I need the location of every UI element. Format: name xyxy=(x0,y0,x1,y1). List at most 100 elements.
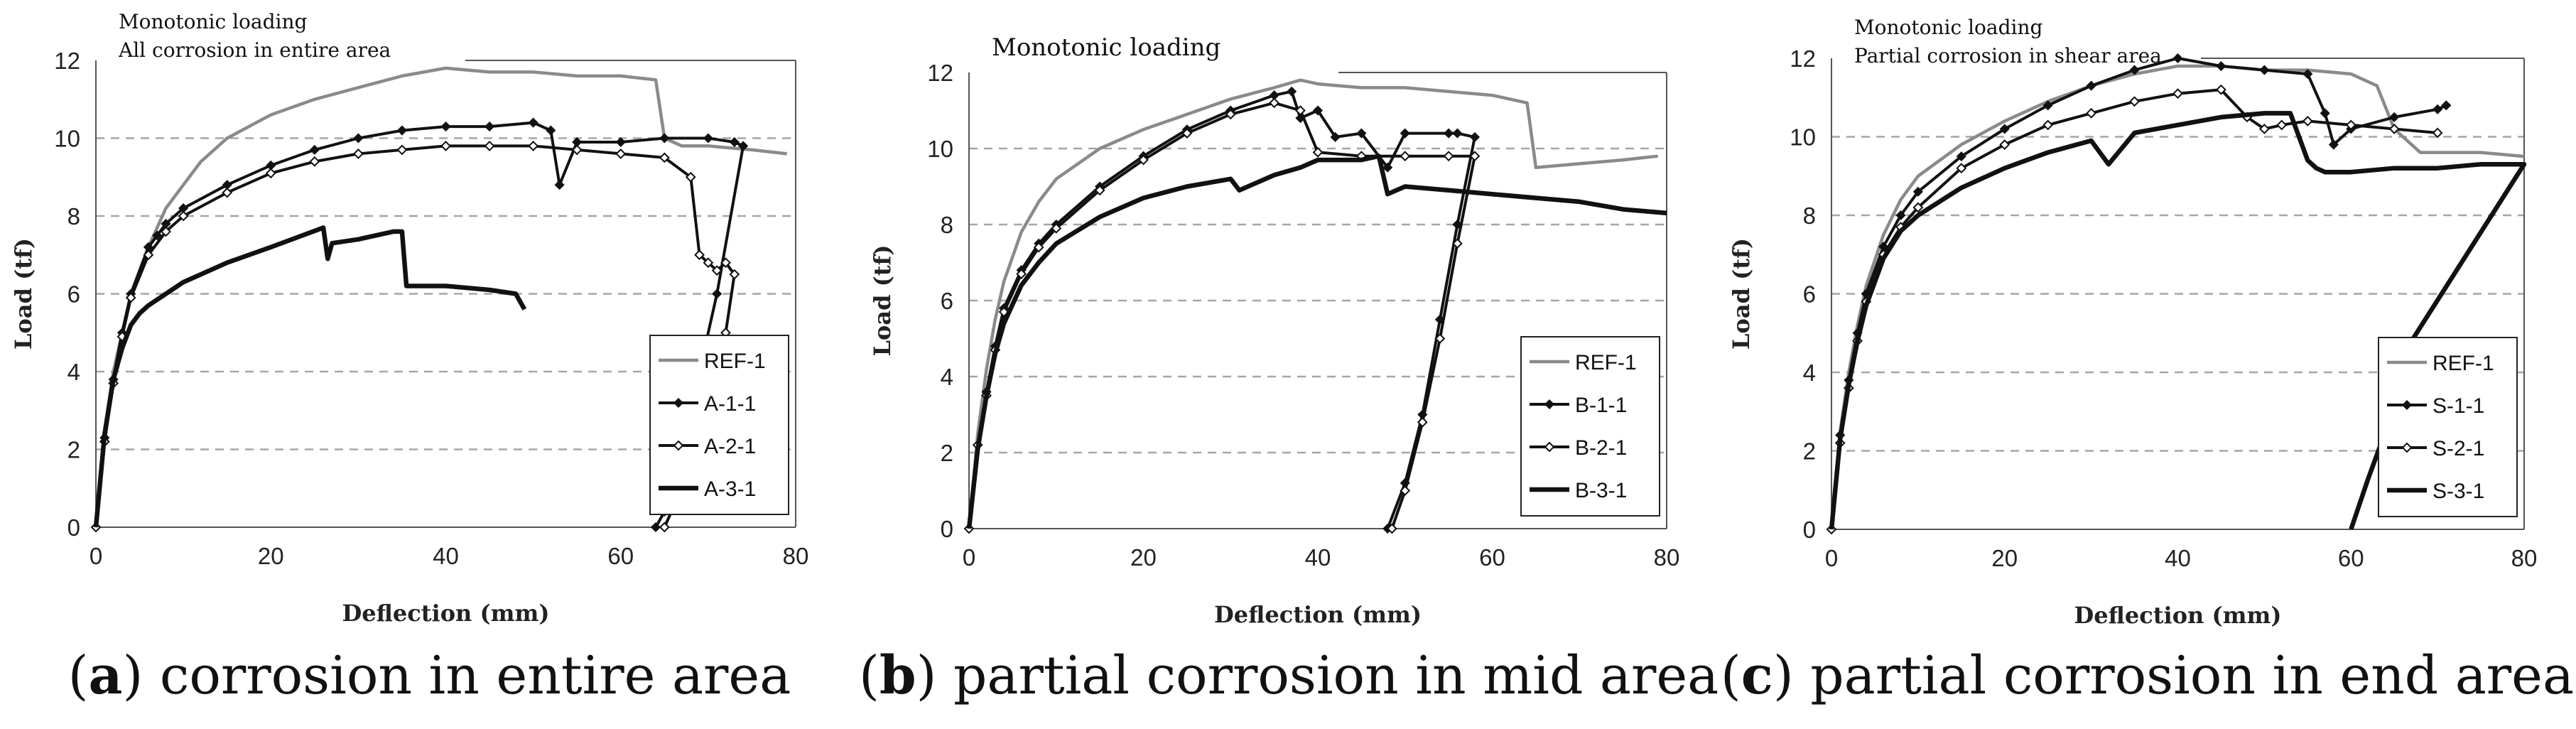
x-tick-label-c-3: 60 xyxy=(2338,545,2364,571)
data-point-a-1-13 xyxy=(396,125,407,136)
data-point-b-2-20 xyxy=(1434,333,1446,344)
y-tick-label-b-5: 10 xyxy=(927,136,953,162)
data-point-c-2-10 xyxy=(2042,119,2054,131)
series-group-a-3 xyxy=(93,225,527,528)
legend-label-b-3: B-3-1 xyxy=(1575,479,1627,502)
data-point-c-2-13 xyxy=(2172,88,2183,99)
x-tick-label-b-0: 0 xyxy=(963,544,975,571)
data-point-b-1-16 xyxy=(1330,131,1341,143)
data-point-a-2-10 xyxy=(309,156,320,167)
x-tick-label-c-0: 0 xyxy=(1825,545,1838,571)
legend-label-c-0: REF-1 xyxy=(2432,352,2494,375)
y-tick-label-c-1: 2 xyxy=(1803,438,1816,465)
data-point-b-2-16 xyxy=(1400,151,1411,162)
data-point-a-2-4 xyxy=(125,292,136,303)
caption-b: (b) partial corrosion in mid area xyxy=(859,645,1719,706)
legend-label-b-2: B-2-1 xyxy=(1575,436,1627,460)
data-point-b-2-23 xyxy=(1386,523,1397,534)
legend-label-c-2: S-2-1 xyxy=(2432,437,2484,460)
series-line-b-1 xyxy=(968,90,1476,529)
y-tick-label-a-4: 8 xyxy=(67,203,80,230)
data-point-b-1-17 xyxy=(1356,128,1367,139)
legend-marker-a-2 xyxy=(673,440,684,451)
series-line-b-0 xyxy=(967,78,1658,529)
data-point-c-1-16 xyxy=(2302,69,2313,80)
legend-label-a-0: REF-1 xyxy=(704,350,766,373)
series-line-a-2 xyxy=(94,144,736,528)
x-tick-label-c-1: 20 xyxy=(1991,545,2018,571)
y-tick-label-a-3: 6 xyxy=(67,281,80,308)
data-point-b-1-22 xyxy=(1469,131,1481,143)
x-tick-label-b-1: 20 xyxy=(1130,544,1157,571)
data-point-c-2-17 xyxy=(2276,119,2288,131)
data-point-b-2-12 xyxy=(1269,97,1280,109)
data-point-c-1-7 xyxy=(1912,186,1923,197)
legend-box-a xyxy=(649,335,789,515)
data-point-a-1-15 xyxy=(485,122,495,132)
legend-box-c xyxy=(2378,337,2518,517)
data-point-b-2-8 xyxy=(1094,185,1105,196)
data-point-b-2-14 xyxy=(1312,146,1324,158)
data-point-a-1-17 xyxy=(546,125,556,136)
data-point-c-1-11 xyxy=(2086,80,2096,91)
series-group-b-0 xyxy=(967,78,1658,529)
y-tick-label-c-6: 12 xyxy=(1790,45,1816,72)
annotation-a-0: Monotonic loading xyxy=(119,10,308,33)
data-point-c-1-17 xyxy=(2320,108,2330,119)
data-point-c-2-19 xyxy=(2345,119,2356,131)
y-tick-label-b-0: 0 xyxy=(941,516,953,542)
data-point-c-2-21 xyxy=(2432,127,2443,139)
data-point-a-2-29 xyxy=(659,522,670,533)
data-point-b-2-18 xyxy=(1469,151,1481,162)
series-line-a-3 xyxy=(93,225,527,528)
chart-c-svg: 0 2 4 6 8 10 12 0 20 40 60 80 Deflection (mm) Load (t… xyxy=(1728,16,2538,629)
chart-panel-c: 0 2 4 6 8 10 12 0 20 40 60 80 Deflection (mm) Load (t… xyxy=(1718,0,2576,729)
data-point-a-1-29 xyxy=(650,522,661,533)
data-point-c-1-21 xyxy=(2432,104,2443,114)
data-point-c-1-15 xyxy=(2259,65,2270,75)
series-group-b-2 xyxy=(963,97,1481,534)
legend-label-c-3: S-3-1 xyxy=(2432,480,2484,503)
data-point-c-2-8 xyxy=(1956,163,1967,174)
data-point-a-2-11 xyxy=(352,148,364,159)
data-point-a-2-16 xyxy=(571,144,583,156)
x-tick-label-a-4: 80 xyxy=(783,543,809,569)
caption-a: (a) corrosion in entire area xyxy=(67,645,791,706)
x-tick-label-c-4: 80 xyxy=(2511,545,2538,571)
x-tick-label-b-3: 60 xyxy=(1479,544,1505,571)
data-point-c-2-20 xyxy=(2388,124,2400,134)
legend-label-a-2: A-2-1 xyxy=(704,435,756,458)
data-point-a-1-6 xyxy=(152,230,163,241)
data-point-a-1-22 xyxy=(703,133,713,144)
y-tick-label-b-6: 12 xyxy=(927,60,953,86)
caption-c: (c) partial corrosion in end area xyxy=(1720,645,2575,706)
data-point-c-1-12 xyxy=(2129,65,2140,75)
data-point-a-2-18 xyxy=(659,152,670,163)
annotation-c-0: Monotonic loading xyxy=(1854,16,2043,39)
data-point-a-2-21 xyxy=(703,257,714,269)
y-tick-label-a-5: 10 xyxy=(54,126,80,152)
data-point-a-2-9 xyxy=(265,168,276,179)
series-line-c-2 xyxy=(1830,88,2438,530)
chart-panel-b: 0 2 4 6 8 10 12 0 20 40 60 80 Deflection (mm) Load (t… xyxy=(859,0,1719,729)
data-point-b-1-20 xyxy=(1444,128,1454,139)
y-tick-label-b-1: 2 xyxy=(941,440,953,466)
data-point-c-1-9 xyxy=(1999,124,2010,134)
caption-text-b: partial corrosion in mid area xyxy=(953,645,1719,706)
data-point-c-2-9 xyxy=(1999,139,2011,150)
data-point-b-2-17 xyxy=(1443,151,1454,162)
series-line-a-1 xyxy=(94,121,745,528)
legend-label-a-3: A-3-1 xyxy=(704,477,756,501)
data-point-b-1-19 xyxy=(1400,128,1410,139)
data-point-c-2-14 xyxy=(2216,84,2226,95)
chart-b-svg: 0 2 4 6 8 10 12 0 20 40 60 80 Deflection (mm) Load (t… xyxy=(869,33,1679,628)
y-tick-label-b-4: 8 xyxy=(941,212,953,238)
y-tick-label-a-1: 2 xyxy=(67,437,80,463)
data-point-b-1-13 xyxy=(1287,86,1297,97)
data-point-b-2-9 xyxy=(1138,154,1149,166)
x-axis-title-b: Deflection (mm) xyxy=(1214,601,1422,628)
y-tick-label-a-6: 12 xyxy=(54,48,80,74)
y-tick-label-c-0: 0 xyxy=(1803,517,1816,543)
legend-marker-b-2 xyxy=(1544,441,1555,453)
data-point-a-2-22 xyxy=(711,265,723,276)
